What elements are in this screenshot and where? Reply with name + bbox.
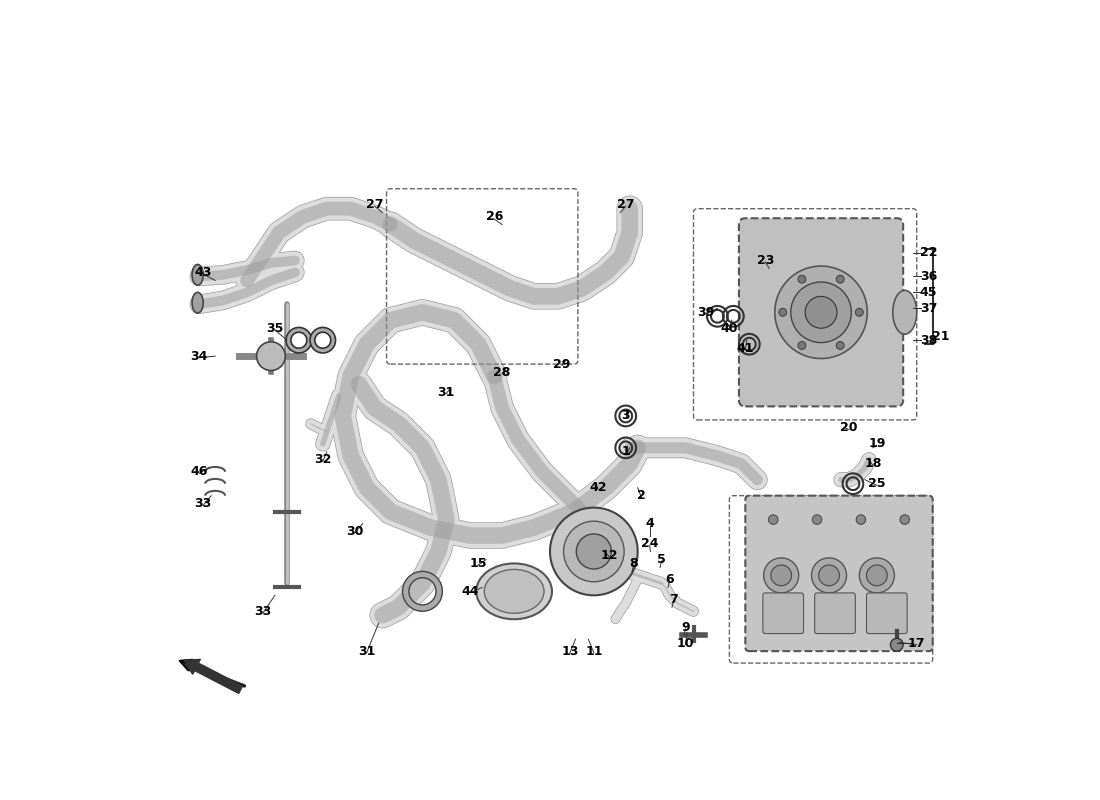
Text: 6: 6 (666, 573, 674, 586)
Text: 23: 23 (757, 254, 774, 267)
Circle shape (774, 266, 867, 358)
Circle shape (563, 521, 624, 582)
Circle shape (812, 558, 847, 593)
Text: 36: 36 (920, 270, 937, 283)
Text: 18: 18 (865, 458, 881, 470)
Circle shape (900, 515, 910, 524)
Circle shape (856, 308, 864, 316)
Text: 35: 35 (266, 322, 284, 334)
Text: 24: 24 (641, 537, 659, 550)
Text: 26: 26 (485, 210, 503, 223)
FancyBboxPatch shape (746, 496, 933, 651)
Circle shape (867, 565, 888, 586)
Text: 28: 28 (494, 366, 510, 378)
Ellipse shape (192, 292, 204, 313)
Circle shape (798, 342, 806, 350)
Text: 7: 7 (669, 593, 678, 606)
Text: 12: 12 (601, 549, 618, 562)
Text: 1: 1 (621, 446, 630, 458)
FancyBboxPatch shape (867, 593, 908, 634)
Text: 38: 38 (920, 334, 937, 346)
Text: 8: 8 (629, 557, 638, 570)
Text: 20: 20 (840, 422, 858, 434)
FancyBboxPatch shape (815, 593, 856, 634)
Text: 21: 21 (932, 330, 949, 342)
Circle shape (856, 515, 866, 524)
Text: 40: 40 (720, 322, 738, 334)
Circle shape (763, 558, 799, 593)
Circle shape (836, 342, 844, 350)
Circle shape (769, 515, 778, 524)
Text: 11: 11 (585, 645, 603, 658)
Ellipse shape (192, 265, 204, 286)
Text: 42: 42 (590, 481, 606, 494)
Text: 44: 44 (462, 585, 478, 598)
Text: 39: 39 (696, 306, 714, 319)
Text: 31: 31 (438, 386, 455, 398)
Text: 43: 43 (195, 266, 212, 279)
Text: 27: 27 (617, 198, 635, 211)
Circle shape (256, 342, 285, 370)
Text: 37: 37 (920, 302, 937, 315)
Text: 41: 41 (737, 342, 755, 354)
Circle shape (812, 515, 822, 524)
Text: 34: 34 (190, 350, 208, 362)
Text: 9: 9 (681, 621, 690, 634)
Text: 13: 13 (561, 645, 579, 658)
Circle shape (791, 282, 851, 342)
Circle shape (550, 508, 638, 595)
Text: 17: 17 (908, 637, 925, 650)
Ellipse shape (893, 290, 916, 334)
Circle shape (818, 565, 839, 586)
Text: 22: 22 (920, 246, 937, 259)
Circle shape (805, 296, 837, 328)
Text: 15: 15 (470, 557, 487, 570)
Text: 5: 5 (657, 553, 665, 566)
Circle shape (798, 275, 806, 283)
Text: 2: 2 (637, 489, 646, 502)
Circle shape (779, 308, 786, 316)
Text: 10: 10 (676, 637, 694, 650)
Text: 30: 30 (346, 525, 363, 538)
Ellipse shape (476, 563, 552, 619)
Text: 32: 32 (315, 454, 331, 466)
Text: 29: 29 (553, 358, 571, 370)
Text: 33: 33 (254, 605, 272, 618)
Text: 33: 33 (195, 497, 212, 510)
Ellipse shape (484, 570, 544, 614)
Text: 45: 45 (920, 286, 937, 299)
Text: 27: 27 (366, 198, 384, 211)
Circle shape (890, 638, 903, 651)
Text: 4: 4 (646, 517, 654, 530)
FancyBboxPatch shape (763, 593, 803, 634)
Circle shape (576, 534, 612, 569)
Circle shape (859, 558, 894, 593)
Text: 19: 19 (868, 438, 886, 450)
Text: 46: 46 (190, 466, 208, 478)
Circle shape (836, 275, 844, 283)
Text: 3: 3 (621, 410, 630, 422)
Circle shape (771, 565, 792, 586)
Text: 31: 31 (358, 645, 375, 658)
Text: 25: 25 (868, 478, 886, 490)
FancyBboxPatch shape (739, 218, 903, 406)
